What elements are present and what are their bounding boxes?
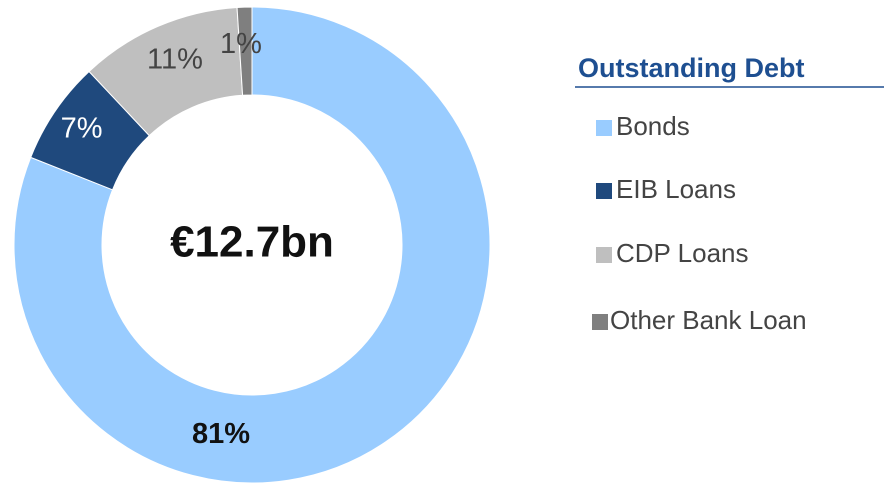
donut-slice <box>236 6 253 96</box>
legend-label: CDP Loans <box>616 238 749 268</box>
legend-label: EIB Loans <box>616 174 736 204</box>
legend-swatch <box>596 183 612 199</box>
legend-swatch <box>592 314 608 330</box>
slice-label: 1% <box>220 28 262 60</box>
donut-slice <box>13 6 491 483</box>
legend-label: Bonds <box>616 111 690 141</box>
legend-swatch <box>596 120 612 136</box>
legend-title: Outstanding Debt <box>578 53 804 83</box>
slice-label: 81% <box>192 418 250 450</box>
slice-label: 11% <box>147 44 203 76</box>
slice-label: 7% <box>61 113 103 145</box>
legend-label: Other Bank Loan <box>610 305 807 335</box>
legend-swatch <box>596 247 612 263</box>
center-label: €12.7bn <box>170 218 334 267</box>
